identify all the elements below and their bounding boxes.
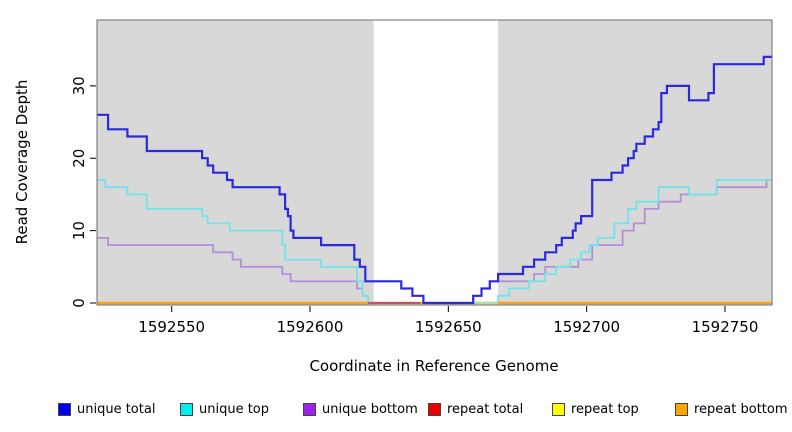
legend-label: repeat top [571,402,639,417]
legend-swatch-repeat-top [552,403,565,416]
series-line-unique-top [97,179,772,304]
x-tick-label: 1592700 [553,318,620,336]
legend-swatch-unique-bottom [303,403,316,416]
plot-border [96,19,773,306]
legend-label: repeat total [447,402,524,417]
y-tick-label: 30 [70,76,88,95]
legend-swatch-repeat-total [428,403,441,416]
legend-swatch-unique-total [58,403,71,416]
plot-area: 1592550 1592600 1592650 1592700 1592750 0 10 20… [70,19,773,336]
y-tick-label: 20 [70,149,88,168]
legend-item-unique-bottom: unique bottom [303,402,418,417]
series-line-unique-total [97,55,772,305]
legend-swatch-repeat-bottom [675,403,688,416]
legend-label: unique total [77,402,156,417]
legend-label: unique top [199,402,270,417]
x-tick-label: 1592600 [277,318,344,336]
legend-item-unique-total: unique total [58,402,155,417]
legend: unique total unique top unique bottom repea… [0,398,792,426]
y-tick-label: 0 [70,298,88,308]
legend-label: repeat bottom [694,402,788,417]
y-tick-label: 10 [70,221,88,240]
legend-item-repeat-top: repeat top [552,402,639,417]
x-tick-label: 1592550 [138,318,205,336]
legend-item-unique-top: unique top [180,402,269,417]
x-axis-label: Coordinate in Reference Genome [309,357,559,375]
legend-item-repeat-bottom: repeat bottom [675,402,788,417]
legend-item-repeat-total: repeat total [428,402,523,417]
x-tick-label: 1592650 [415,318,482,336]
x-tick-label: 1592750 [692,318,759,336]
legend-swatch-unique-top [180,403,193,416]
legend-label: unique bottom [322,402,418,417]
y-axis-label: Read Coverage Depth [13,79,31,245]
white-band [373,20,499,305]
